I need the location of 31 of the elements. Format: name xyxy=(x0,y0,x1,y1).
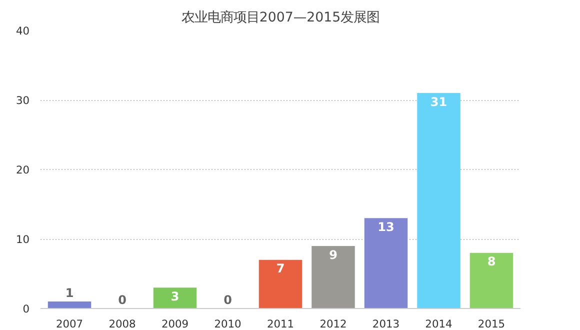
data-label: 0 xyxy=(224,292,232,307)
data-label: 31 xyxy=(430,94,448,109)
y-tick-label: 30 xyxy=(16,94,30,107)
x-tick-label: 2007 xyxy=(56,318,84,330)
x-tick-label: 2013 xyxy=(372,318,400,330)
chart-title: 农业电商项目2007—2015发展图 xyxy=(181,10,380,26)
y-tick-label: 0 xyxy=(22,302,30,316)
bar xyxy=(470,252,514,308)
y-tick-label: 10 xyxy=(16,233,30,246)
data-label: 7 xyxy=(276,262,285,276)
x-tick-label: 2009 xyxy=(161,318,189,330)
bar xyxy=(258,260,302,308)
x-tick-label: 2012 xyxy=(320,318,347,330)
bar xyxy=(364,218,408,308)
bar xyxy=(48,302,92,308)
data-label: 1 xyxy=(65,286,74,300)
bar xyxy=(153,288,197,308)
bar xyxy=(417,93,460,308)
data-label: 13 xyxy=(378,220,394,234)
y-tick-label: 40 xyxy=(16,24,30,38)
x-tick-label: 2008 xyxy=(108,318,136,330)
data-label: 9 xyxy=(329,248,338,262)
x-tick-label: 2014 xyxy=(425,318,453,330)
data-label: 8 xyxy=(487,254,496,269)
x-tick-label: 2015 xyxy=(478,318,506,330)
y-tick-label: 20 xyxy=(16,164,30,176)
bar xyxy=(312,246,355,308)
data-label: 3 xyxy=(170,289,180,304)
data-label: 0 xyxy=(118,292,126,307)
x-tick-label: 2011 xyxy=(266,318,294,330)
x-tick-label: 2010 xyxy=(214,318,242,330)
